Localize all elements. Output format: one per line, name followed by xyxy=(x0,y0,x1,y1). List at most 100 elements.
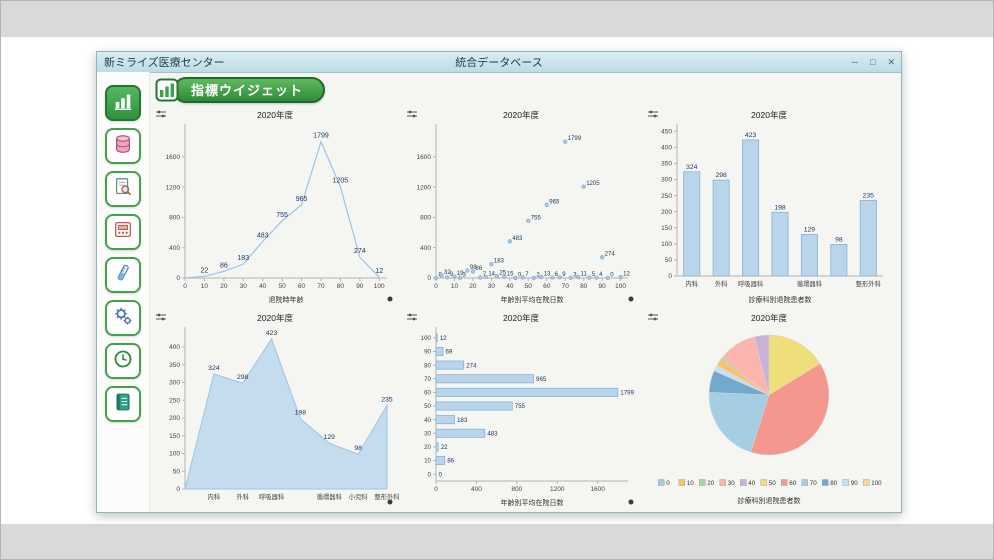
y-tick: 40 xyxy=(424,416,431,423)
series: 0329193988671418325154830775521396569179… xyxy=(433,136,630,281)
legend-label: 0 xyxy=(666,480,670,487)
category-tick: 循環器科 xyxy=(317,492,343,501)
sidebar-item-records[interactable] xyxy=(105,386,141,422)
point-label: 755 xyxy=(531,215,542,221)
widget-badge[interactable]: 指標ウイジェット xyxy=(173,77,326,103)
y-tick: 150 xyxy=(661,225,672,232)
x-tick: 90 xyxy=(599,283,607,290)
legend-swatch xyxy=(760,478,767,486)
clock-icon xyxy=(112,348,134,375)
page-top-strip xyxy=(1,1,993,37)
test-tube-icon xyxy=(112,262,134,289)
legend-swatch xyxy=(699,478,706,486)
y-tick: 400 xyxy=(169,245,180,252)
tick-labels: 0 50 100 150 200 250 300 350 400 450 内科 外科 呼吸器科 循環器科 整… xyxy=(661,128,881,288)
x-tick: 30 xyxy=(240,283,248,290)
chart-hbar-svg: 2020年度 0 400 800 1200 1600 0 10 20 30 40 50 60 70 80 90… xyxy=(407,313,635,507)
close-button[interactable]: ✕ xyxy=(887,57,895,67)
category-tick: 循環器科 xyxy=(797,279,823,288)
category-tick: 小児科 xyxy=(349,492,369,501)
point-label: 19 xyxy=(457,271,464,277)
x-tick: 90 xyxy=(356,283,364,290)
bar-label: 423 xyxy=(745,132,757,139)
bar-chart-icon xyxy=(112,90,134,117)
sidebar-item-indicator-widget[interactable] xyxy=(105,85,141,121)
maximize-button[interactable]: □ xyxy=(870,57,876,67)
y-tick: 800 xyxy=(420,215,431,222)
chart-filter-icon[interactable] xyxy=(648,313,658,320)
category-tick: 外科 xyxy=(236,492,249,501)
chart-filter-icon[interactable] xyxy=(156,313,166,320)
category-tick: 呼吸器科 xyxy=(738,279,764,288)
bar-label: 755 xyxy=(515,403,526,410)
pie-slice-70 xyxy=(708,391,770,452)
y-tick: 200 xyxy=(661,209,672,216)
chart-filter-icon[interactable] xyxy=(648,110,658,118)
chart-filter-icon[interactable] xyxy=(407,313,417,320)
point-label: 98 xyxy=(354,445,362,452)
bar-label: 129 xyxy=(804,226,816,233)
sidebar-item-history[interactable] xyxy=(105,343,141,379)
x-tick: 10 xyxy=(451,283,459,290)
widget-badge-icon xyxy=(155,78,179,102)
bar-label: 235 xyxy=(863,192,875,199)
widget-header: 指標ウイジェット xyxy=(155,77,326,103)
point-label: 6 xyxy=(555,272,559,278)
chart-pie-svg: 2020年度 0 10 20 30 40 50 60 70 80 90 100 診療科別退院患者数 xyxy=(648,313,882,505)
chart-filter-icon[interactable] xyxy=(407,110,417,118)
bar-label: 1799 xyxy=(620,389,634,396)
point-label: 9 xyxy=(450,272,454,278)
titlebar: 新ミライズ医療センター 統合データベース ─ □ ✕ xyxy=(97,52,901,73)
category-tick: 外科 xyxy=(715,279,728,288)
series-marker-dot xyxy=(387,296,393,302)
pie-slice-40 xyxy=(754,334,770,395)
x-tick: 400 xyxy=(471,486,482,493)
chart-title: 2020年度 xyxy=(751,313,787,323)
tick-labels: 0 400 800 1200 1600 0 10 20 30 40 50 60 70 80 90 100 xyxy=(421,335,606,493)
x-tick: 100 xyxy=(615,283,626,290)
sidebar-item-database[interactable] xyxy=(105,128,141,164)
tick-labels: 0 400 800 1200 1600 0 10 20 30 40 50 60 70 80 90 100 xyxy=(166,154,385,290)
point-label: 298 xyxy=(237,374,249,381)
sidebar-item-settings[interactable] xyxy=(105,300,141,336)
x-tick: 50 xyxy=(525,283,533,290)
point-label: 12 xyxy=(375,268,383,275)
y-tick: 400 xyxy=(661,145,672,152)
x-tick: 0 xyxy=(183,283,187,290)
x-tick: 60 xyxy=(543,283,551,290)
series-marker-dot xyxy=(628,499,634,504)
bar-label: 324 xyxy=(686,164,698,171)
y-tick: 10 xyxy=(424,457,431,464)
y-tick: 0 xyxy=(176,486,180,493)
legend-swatch xyxy=(842,478,849,486)
tick-labels: 0 50 100 150 200 250 300 350 400 内科 外科 呼吸器科 循環器科 小児科整… xyxy=(169,344,399,501)
y-tick: 250 xyxy=(169,397,180,404)
minimize-button[interactable]: ─ xyxy=(851,57,859,67)
bar-label: 483 xyxy=(487,430,498,437)
point-label: 274 xyxy=(354,248,366,255)
sidebar-item-document-search[interactable] xyxy=(105,171,141,207)
x-tick: 80 xyxy=(337,283,345,290)
y-tick: 0 xyxy=(668,273,672,280)
chart-title: 2020年度 xyxy=(257,110,293,120)
point-label: 12 xyxy=(623,272,630,278)
y-tick: 50 xyxy=(424,403,431,410)
point-label: 755 xyxy=(276,212,288,219)
x-tick: 80 xyxy=(580,283,588,290)
legend-swatch xyxy=(740,478,747,486)
sidebar-item-card-terminal[interactable] xyxy=(105,214,141,250)
chart-filter-icon[interactable] xyxy=(156,110,166,118)
legend-swatch xyxy=(863,478,870,486)
point-label: 965 xyxy=(549,199,560,205)
series-marker-dot xyxy=(628,296,634,302)
page-bottom-strip xyxy=(1,524,993,559)
bar-label: 98 xyxy=(835,236,843,243)
y-tick: 800 xyxy=(169,215,180,222)
sidebar-item-lab-test[interactable] xyxy=(105,257,141,293)
point-label: 7 xyxy=(483,272,487,278)
x-axis-label: 診療科別退院患者数 xyxy=(749,295,812,304)
bar-label: 198 xyxy=(774,204,786,211)
chart-line-svg: 2020年度 0 400 800 1200 1600 0 10 20 30 40 50 60 70 80 90… xyxy=(156,110,393,304)
x-tick: 70 xyxy=(562,283,570,290)
y-tick: 100 xyxy=(661,241,672,248)
